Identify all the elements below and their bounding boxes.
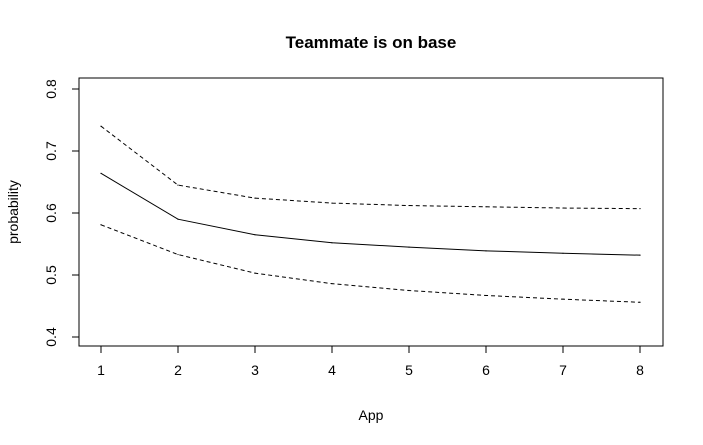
- data-point-upper-bound: [177, 184, 179, 186]
- series-layer: [100, 125, 641, 303]
- x-tick-label: 3: [251, 362, 259, 378]
- data-point-upper-bound: [331, 202, 333, 204]
- x-tick-label: 5: [405, 362, 413, 378]
- data-point-estimate: [408, 246, 410, 248]
- data-point-lower-bound: [408, 289, 410, 292]
- data-point-lower-bound: [639, 301, 641, 303]
- x-tick-label: 7: [559, 362, 567, 378]
- x-tick-label: 4: [328, 362, 336, 378]
- data-point-estimate: [562, 252, 564, 254]
- data-point-upper-bound: [408, 204, 410, 207]
- data-point-upper-bound: [254, 197, 256, 199]
- y-axis-label: probability: [5, 180, 21, 244]
- data-point-estimate: [177, 218, 179, 220]
- x-axis: 1 2 3 4 5 6 7 8: [97, 345, 644, 378]
- x-axis-label: App: [359, 407, 384, 423]
- y-axis: 0.4 0.5 0.6 0.7 0.8: [43, 79, 80, 347]
- data-point-lower-bound: [254, 272, 256, 274]
- data-point-lower-bound: [485, 294, 487, 297]
- x-tick-label: 2: [174, 362, 182, 378]
- y-tick-label: 0.4: [43, 327, 59, 347]
- data-point-estimate: [100, 172, 102, 174]
- y-tick-label: 0.8: [43, 79, 59, 99]
- data-point-estimate: [331, 242, 333, 244]
- x-tick-label: 1: [97, 362, 105, 378]
- y-tick-label: 0.5: [43, 265, 59, 285]
- data-point-upper-bound: [100, 125, 102, 127]
- series-line-estimate: [100, 172, 641, 256]
- data-point-estimate: [639, 254, 641, 256]
- data-point-lower-bound: [331, 283, 333, 285]
- series-line-lower-bound: [100, 224, 641, 303]
- x-tick-label: 8: [636, 362, 644, 378]
- data-point-estimate: [485, 250, 487, 252]
- data-point-lower-bound: [562, 298, 564, 300]
- data-point-lower-bound: [177, 253, 179, 256]
- y-tick-label: 0.7: [43, 141, 59, 161]
- data-point-lower-bound: [100, 224, 102, 226]
- data-point-upper-bound: [639, 208, 641, 210]
- x-tick-label: 6: [482, 362, 490, 378]
- chart-title: Teammate is on base: [286, 33, 457, 52]
- data-point-upper-bound: [562, 207, 564, 209]
- y-tick-label: 0.6: [43, 203, 59, 223]
- data-point-estimate: [254, 234, 256, 236]
- data-point-upper-bound: [485, 206, 487, 208]
- series-line-upper-bound: [100, 125, 641, 210]
